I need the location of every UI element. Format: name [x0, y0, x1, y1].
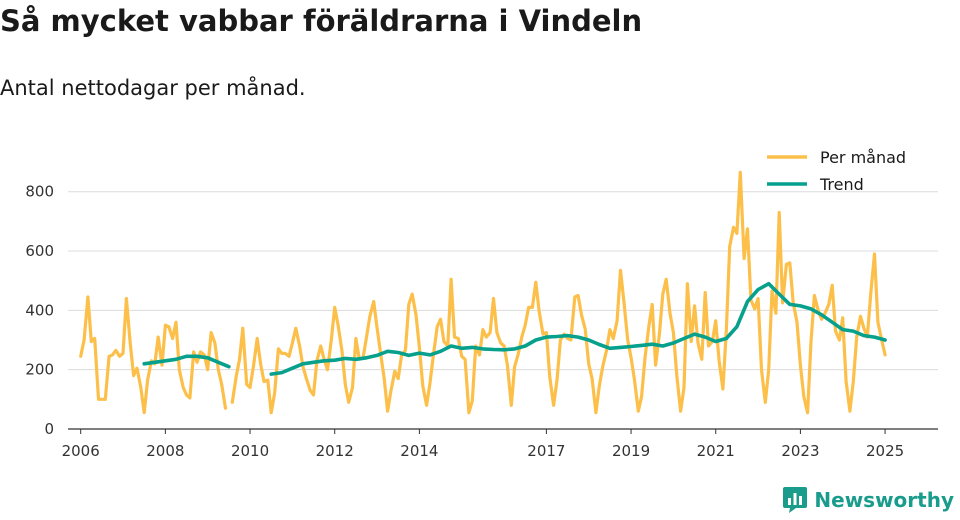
x-tick-label: 2014 [400, 442, 438, 460]
series-line-per-manad [79, 170, 887, 415]
x-tick-label: 2006 [62, 442, 100, 460]
y-tick-label: 800 [25, 183, 54, 201]
brand-name: Newsworthy [814, 488, 954, 512]
y-tick-label: 0 [44, 420, 54, 438]
x-tick-label: 2023 [781, 442, 819, 460]
y-tick-label: 200 [25, 361, 54, 379]
y-axis-ticks: 0 200 400 600 800 [25, 183, 54, 438]
brand-logo: Newsworthy [782, 486, 954, 514]
legend-label: Per månad [820, 148, 906, 167]
x-tick-label: 2021 [697, 442, 735, 460]
x-tick-label: 2012 [316, 442, 354, 460]
x-tick-label: 2025 [866, 442, 904, 460]
chart-subtitle: Antal nettodagar per månad. [0, 76, 306, 100]
series-line-trend [142, 281, 887, 376]
legend-label: Trend [819, 175, 864, 194]
chart-title: Så mycket vabbar föräldrarna i Vindeln [0, 4, 643, 38]
legend: Per månad Trend [767, 148, 906, 194]
x-tick-label: 2010 [231, 442, 269, 460]
y-tick-label: 600 [25, 242, 54, 260]
x-tick-label: 2017 [527, 442, 565, 460]
y-tick-label: 400 [25, 301, 54, 319]
gridlines [68, 191, 938, 371]
series-lines [79, 170, 887, 415]
x-tick-label: 2019 [612, 442, 650, 460]
bar-chart-speech-icon [783, 487, 808, 513]
x-axis: 2006 2008 2010 2012 2014 2017 2019 2021 2023 2025 [62, 428, 938, 460]
x-tick-label: 2008 [146, 442, 184, 460]
